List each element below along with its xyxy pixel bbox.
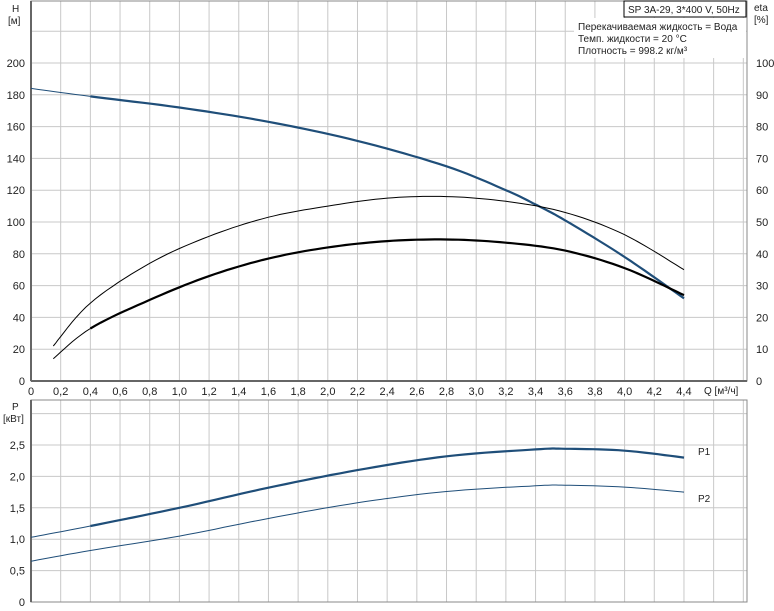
h-tick-label: 160: [7, 122, 25, 134]
p2-curve: [30, 484, 685, 562]
q-tick-label: 3,0: [469, 386, 484, 398]
eta-axis-unit: [%]: [754, 15, 769, 26]
q-tick-label: 3,6: [558, 386, 573, 398]
h-tick-label: 100: [7, 217, 25, 229]
eta-tick-label: 100: [756, 58, 774, 70]
q-tick-label: 3,2: [498, 386, 513, 398]
curves: [30, 87, 685, 562]
p-axis-unit: [кВт]: [3, 414, 24, 425]
grid: [30, 0, 748, 603]
q-tick-label: 4,0: [617, 386, 632, 398]
q-axis-label: Q [м³/ч]: [704, 386, 739, 397]
eta-tick-label: 80: [756, 122, 768, 134]
p-tick-label: 0,5: [10, 566, 25, 578]
h-tick-label: 200: [7, 58, 25, 70]
q-tick-label: 2,4: [380, 386, 395, 398]
q-tick-label: 0,8: [142, 386, 157, 398]
tick-labels: 0 0,2 0,4 0,6 0,8 1,0 1,2 1,4 1,6 1,8 2,0 2,2 2,4 2,6…: [7, 58, 774, 609]
q-tick-label: 3,4: [528, 386, 543, 398]
q-tick-label: 1,0: [172, 386, 187, 398]
head-curve: [30, 87, 91, 97]
q-tick-label: 2,0: [320, 386, 335, 398]
series-label-p1: P1: [698, 447, 711, 458]
q-tick-label: 2,8: [439, 386, 454, 398]
h-axis-label: H: [12, 4, 19, 15]
info-box: [574, 18, 746, 58]
h-tick-label: 120: [7, 185, 25, 197]
h-tick-label: 60: [13, 281, 25, 293]
chart-title: SP 3A-29, 3*400 V, 50Hz: [628, 5, 740, 16]
eta-axis-label: eta: [754, 3, 768, 14]
q-tick-label: 1,2: [201, 386, 216, 398]
head-curve-operating: [90, 95, 685, 300]
eta-tick-label: 30: [756, 281, 768, 293]
eta-pump-curve: [52, 195, 685, 347]
p-axis-label: P: [12, 402, 19, 413]
q-tick-label: 2,6: [409, 386, 424, 398]
p-tick-label: 0: [19, 597, 25, 609]
eta-tick-label: 40: [756, 249, 768, 261]
q-tick-label: 1,6: [261, 386, 276, 398]
q-tick-label: 2,2: [350, 386, 365, 398]
h-axis-unit: [м]: [8, 16, 21, 27]
p1-curve: [30, 525, 91, 538]
p-tick-label: 2,0: [10, 471, 25, 483]
annotation-density: Плотность = 998.2 кг/м³: [578, 46, 688, 57]
p-tick-label: 2,5: [10, 440, 25, 452]
p-tick-label: 1,0: [10, 534, 25, 546]
q-tick-label: 1,4: [231, 386, 246, 398]
h-tick-label: 0: [19, 376, 25, 388]
h-tick-label: 40: [13, 312, 25, 324]
title-box: [623, 0, 747, 18]
annotation-temp: Темп. жидкости = 20 °C: [578, 34, 687, 45]
eta-tick-label: 60: [756, 185, 768, 197]
h-tick-label: 20: [13, 344, 25, 356]
eta-tick-label: 90: [756, 90, 768, 102]
q-tick-label: 4,2: [647, 386, 662, 398]
q-tick-label: 4,4: [676, 386, 691, 398]
eta-tick-label: 70: [756, 153, 768, 165]
q-tick-label: 3,8: [587, 386, 602, 398]
q-tick-label: 0,6: [112, 386, 127, 398]
q-tick-label: 0,2: [53, 386, 68, 398]
series-label-p2: P2: [698, 494, 711, 505]
q-tick-label: 1,8: [290, 386, 305, 398]
h-tick-label: 80: [13, 249, 25, 261]
eta-total-curve-operating: [89, 238, 685, 330]
h-tick-label: 180: [7, 90, 25, 102]
q-tick-label: 0,4: [83, 386, 98, 398]
q-tick-label: 0: [28, 386, 34, 398]
p1-curve-operating: [90, 447, 685, 528]
eta-tick-label: 10: [756, 344, 768, 356]
eta-total-curve: [52, 328, 91, 360]
p-tick-label: 1,5: [10, 503, 25, 515]
power-panel-frame: [30, 399, 748, 603]
annotation-liquid: Перекачиваемая жидкость = Вода: [578, 22, 738, 33]
h-tick-label: 140: [7, 153, 25, 165]
eta-tick-label: 0: [756, 376, 762, 388]
eta-tick-label: 20: [756, 312, 768, 324]
eta-tick-label: 50: [756, 217, 768, 229]
